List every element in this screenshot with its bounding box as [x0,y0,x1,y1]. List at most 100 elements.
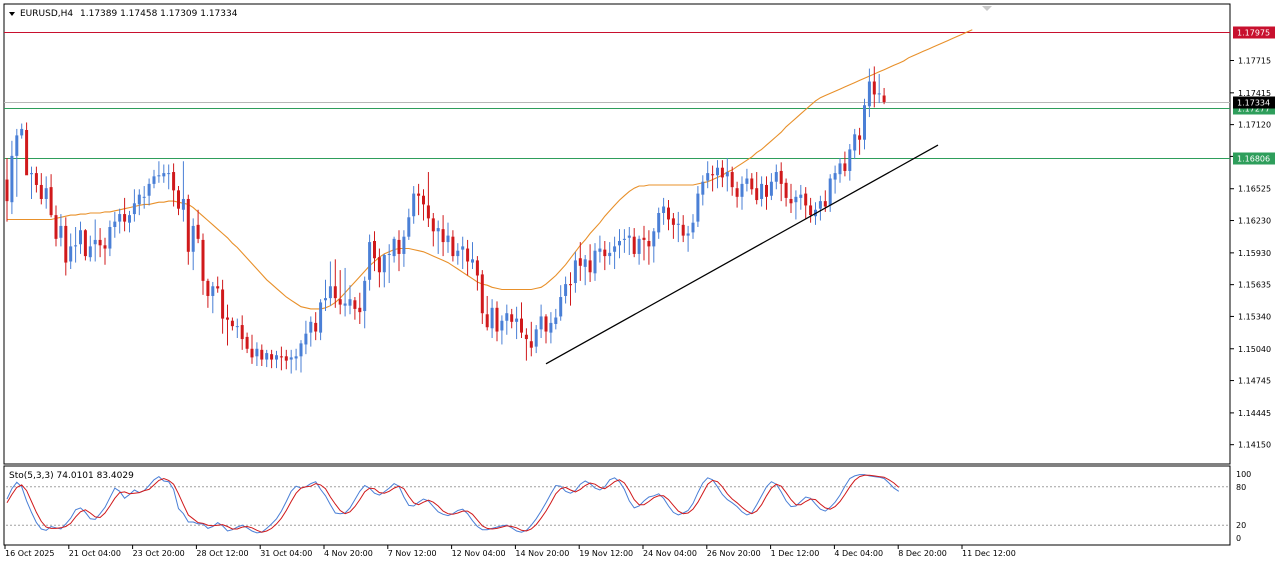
candle-body [412,193,416,217]
candle-body [128,215,131,223]
level-badge-label: 1.17334 [1237,99,1270,108]
candle-body [485,314,489,328]
horizontal-levels [4,32,1230,159]
candle-body [34,173,38,185]
candle-body [79,230,82,245]
candle-body [93,239,97,245]
candle-body [559,297,563,317]
candle-body [108,226,112,249]
candle-body [544,316,548,332]
candle-body [39,184,43,199]
candle-body [495,307,499,332]
candle-body [98,239,102,246]
candle-body [569,284,572,286]
trendline[interactable] [545,144,939,365]
level-badge [1233,96,1275,109]
candle-body [196,224,200,239]
candle-body [750,178,754,190]
candle-body [706,173,710,181]
candle-body [275,355,278,360]
candle-body [230,320,234,327]
candle-body [720,167,724,178]
candle-body [789,198,793,204]
candle-body [152,176,156,184]
candle-body [613,246,617,252]
candle-body [431,218,435,232]
candle-body [676,223,680,225]
stochastic-lines [6,474,1229,534]
candle-body [436,228,440,232]
candle-body [877,93,881,95]
candle-body [681,224,685,236]
candle-body [838,163,842,175]
candle-body [30,173,33,175]
price-badges: 1.17975 1.17277 1.16806 1.17334 [1233,26,1275,165]
candle-body [451,236,455,257]
candle-body [505,313,509,321]
level-badge-label: 1.17975 [1237,29,1270,38]
time-tick-label: 8 Dec 20:00 [898,549,947,558]
time-tick-label: 24 Nov 04:00 [643,549,697,558]
candle-body [843,163,847,171]
stochastic-tick-label: 80 [1236,483,1246,492]
candle-body [583,259,587,267]
candle-body [103,245,107,249]
candle-body [853,134,857,151]
candle-body [882,95,886,102]
candle-body [377,257,381,273]
candle-body [848,149,852,171]
candle-body [348,299,352,306]
candle-body [426,205,430,219]
candle-body [637,238,641,254]
ohlc-readout: 1.17389 1.17458 1.17309 1.17334 [80,9,238,19]
candle-body [392,238,396,257]
candle-body [44,188,48,199]
candle-body [671,218,675,225]
candle-body [784,182,788,198]
candles [5,66,886,374]
stochastic-d-line [6,474,900,533]
candle-body [471,259,474,263]
price-tick-label: 1.15040 [1238,345,1271,354]
time-tick-label: 26 Nov 20:00 [707,549,761,558]
candle-body [740,183,744,197]
candle-body [402,236,406,254]
candle-body [794,196,798,203]
chart-shift-marker-icon[interactable] [982,6,992,11]
symbol-menu-icon[interactable] [9,12,15,16]
price-tick-label: 1.14445 [1238,409,1271,418]
candle-body [598,248,602,252]
candle-body [294,356,298,359]
candle-body [657,212,661,233]
candle-body [123,214,127,222]
candle-body [397,239,401,254]
price-tick-label: 1.17715 [1238,56,1271,65]
candle-body [69,246,73,262]
candle-body [662,206,666,213]
candle-body [191,225,195,252]
candle-body [823,201,827,207]
candle-body [314,322,318,332]
candle-body [270,354,274,360]
candle-body [382,255,386,273]
candle-body [353,300,357,309]
time-tick-label: 28 Oct 12:00 [196,549,248,558]
candle-body [74,245,78,247]
candle-body [363,280,367,312]
candle-body [142,196,146,198]
candle-body [632,236,636,254]
candle-body [608,252,612,257]
candle-body [201,239,205,281]
time-tick-label: 4 Dec 04:00 [834,549,883,558]
candle-body [265,353,269,360]
candle-body [118,214,122,222]
time-tick-label: 19 Nov 12:00 [579,549,633,558]
level-badge [1233,26,1275,39]
moving-average-line [7,29,973,310]
candle-body [319,302,323,333]
candle-body [642,237,646,240]
candle-body [769,181,773,196]
candle-body [147,183,151,196]
candle-body [64,225,68,263]
